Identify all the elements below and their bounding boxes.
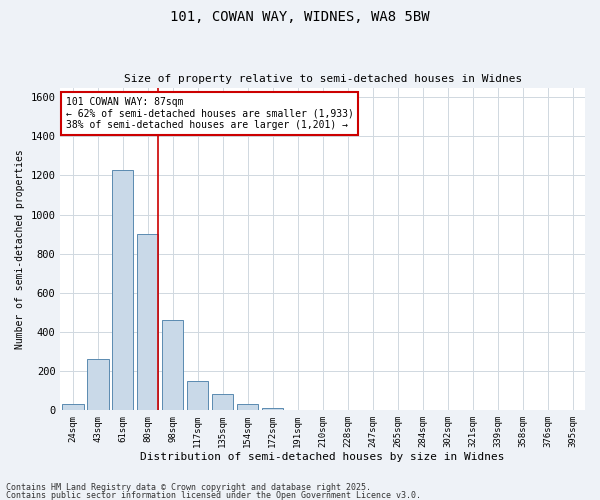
Text: 101 COWAN WAY: 87sqm
← 62% of semi-detached houses are smaller (1,933)
38% of se: 101 COWAN WAY: 87sqm ← 62% of semi-detac… — [65, 97, 353, 130]
X-axis label: Distribution of semi-detached houses by size in Widnes: Distribution of semi-detached houses by … — [140, 452, 505, 462]
Bar — [112, 170, 133, 410]
Bar — [262, 408, 283, 410]
Bar — [187, 380, 208, 410]
Bar — [212, 394, 233, 410]
Text: 101, COWAN WAY, WIDNES, WA8 5BW: 101, COWAN WAY, WIDNES, WA8 5BW — [170, 10, 430, 24]
Text: Contains HM Land Registry data © Crown copyright and database right 2025.: Contains HM Land Registry data © Crown c… — [6, 484, 371, 492]
Text: Contains public sector information licensed under the Open Government Licence v3: Contains public sector information licen… — [6, 491, 421, 500]
Bar — [237, 404, 259, 410]
Y-axis label: Number of semi-detached properties: Number of semi-detached properties — [15, 149, 25, 348]
Bar — [162, 320, 184, 410]
Bar — [87, 359, 109, 410]
Title: Size of property relative to semi-detached houses in Widnes: Size of property relative to semi-detach… — [124, 74, 522, 84]
Bar — [62, 404, 83, 410]
Bar — [137, 234, 158, 410]
